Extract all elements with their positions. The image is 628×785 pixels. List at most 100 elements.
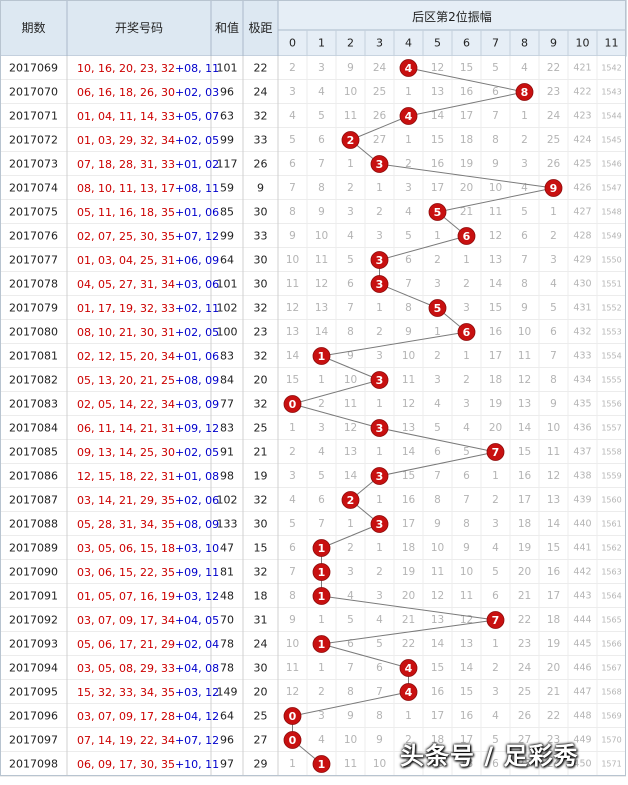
- miss-value: 2: [434, 254, 441, 266]
- miss-value: 7: [463, 494, 470, 506]
- numbers-cell: 06, 09, 17, 30, 35+10, 11: [77, 758, 219, 771]
- hit-ball: [283, 731, 302, 749]
- front-numbers: 01, 04, 11, 14, 33: [77, 110, 175, 123]
- miss-value: 14: [489, 278, 503, 290]
- span-cell: 22: [254, 62, 268, 75]
- hit-ball: [370, 467, 389, 485]
- miss-value: 10: [518, 326, 531, 338]
- header-col-11: 11: [605, 37, 619, 50]
- front-numbers: 05, 11, 16, 18, 35: [77, 206, 175, 219]
- hit-ball-value: 0: [289, 734, 297, 747]
- hit-ball-value: 2: [347, 494, 355, 507]
- miss-value: 18: [460, 758, 473, 770]
- hit-ball-value: 3: [376, 254, 384, 267]
- span-cell: 25: [254, 710, 268, 723]
- miss-value: 6: [347, 278, 354, 290]
- miss-value: 13: [489, 254, 502, 266]
- hit-ball: [341, 131, 360, 149]
- row-bg-left: [0, 224, 278, 248]
- hit-ball: [399, 659, 418, 677]
- back-numbers: +08, 11: [175, 62, 219, 75]
- back-numbers: +04, 05: [175, 614, 219, 627]
- hit-ball-value: 4: [405, 662, 413, 675]
- miss-value: 8: [289, 590, 296, 602]
- row-bg-left: [0, 128, 278, 152]
- numbers-cell: 01, 03, 04, 25, 31+06, 09: [77, 254, 219, 267]
- sum-cell: 59: [220, 182, 234, 195]
- miss-value: 436: [573, 423, 591, 434]
- miss-value: 3: [376, 230, 383, 242]
- miss-value: 11: [315, 254, 328, 266]
- miss-value: 12: [431, 62, 444, 74]
- miss-value: 26: [373, 110, 387, 122]
- sum-cell: 149: [217, 686, 238, 699]
- table-row: 2017098 06, 09, 17, 30, 35+10, 11 97 29 1 11 1…: [0, 752, 626, 777]
- miss-value: 1: [318, 662, 325, 674]
- row-bg-left: [0, 584, 278, 608]
- miss-value: 3: [376, 590, 383, 602]
- miss-value: 1565: [601, 616, 621, 625]
- front-numbers: 09, 13, 14, 25, 30: [77, 446, 175, 459]
- miss-value: 7: [550, 350, 557, 362]
- miss-value: 1: [318, 374, 325, 386]
- miss-value: 14: [460, 662, 474, 674]
- miss-value: 7: [318, 158, 325, 170]
- trend-line-segment: [321, 643, 409, 669]
- miss-value: 22: [402, 638, 415, 650]
- miss-value: 6: [318, 134, 325, 146]
- row-bg-left: [0, 296, 278, 320]
- back-numbers: +02, 05: [175, 134, 219, 147]
- miss-value: 10: [344, 734, 357, 746]
- period-cell: 2017070: [9, 86, 58, 99]
- front-numbers: 08, 10, 21, 30, 31: [77, 326, 175, 339]
- sum-cell: 101: [217, 278, 238, 291]
- header-col-4: 4: [405, 37, 412, 50]
- miss-value: 6: [318, 494, 325, 506]
- miss-value: 4: [521, 62, 528, 74]
- trend-line-segment: [292, 403, 380, 429]
- back-numbers: +02, 05: [175, 326, 219, 339]
- row-bg-left: [0, 416, 278, 440]
- period-cell: 2017094: [9, 662, 58, 675]
- miss-value: 9: [550, 398, 557, 410]
- miss-value: 21: [402, 614, 415, 626]
- miss-value: 1: [463, 350, 470, 362]
- front-numbers: 03, 07, 09, 17, 28: [77, 710, 175, 723]
- numbers-cell: 03, 05, 08, 29, 33+04, 08: [77, 662, 219, 675]
- miss-value: 22: [518, 614, 531, 626]
- miss-value: 23: [547, 734, 560, 746]
- miss-value: 17: [431, 710, 444, 722]
- row-bg-left: [0, 440, 278, 464]
- miss-value: 6: [492, 758, 499, 770]
- span-cell: 32: [254, 398, 268, 411]
- hit-ball: [370, 371, 389, 389]
- header-col-9: 9: [550, 37, 557, 50]
- miss-value: 10: [344, 86, 357, 98]
- miss-value: 430: [573, 279, 591, 290]
- sum-cell: 48: [220, 590, 234, 603]
- numbers-cell: 02, 07, 25, 30, 35+07, 12: [77, 230, 219, 243]
- row-bg-left: [0, 176, 278, 200]
- miss-value: 7: [347, 302, 354, 314]
- front-numbers: 05, 06, 17, 21, 29: [77, 638, 175, 651]
- miss-value: 1: [347, 158, 354, 170]
- miss-value: 2: [347, 542, 354, 554]
- miss-value: 1568: [601, 688, 621, 697]
- period-cell: 2017092: [9, 614, 58, 627]
- table-row: 2017071 01, 04, 11, 14, 33+05, 07 63 32 4 5 11…: [0, 104, 626, 129]
- sum-cell: 83: [220, 350, 234, 363]
- miss-value: 3: [492, 686, 499, 698]
- period-cell: 2017076: [9, 230, 58, 243]
- miss-value: 1560: [601, 496, 621, 505]
- miss-value: 1571: [601, 760, 621, 769]
- miss-value: 1558: [601, 448, 621, 457]
- span-cell: 20: [254, 374, 268, 387]
- miss-value: 7: [492, 110, 499, 122]
- miss-value: 14: [547, 518, 561, 530]
- miss-value: 10: [431, 542, 444, 554]
- numbers-cell: 01, 17, 19, 32, 33+02, 11: [77, 302, 219, 315]
- miss-value: 1: [463, 254, 470, 266]
- miss-value: 1543: [601, 88, 621, 97]
- miss-value: 429: [573, 255, 591, 266]
- miss-value: 20: [518, 566, 531, 578]
